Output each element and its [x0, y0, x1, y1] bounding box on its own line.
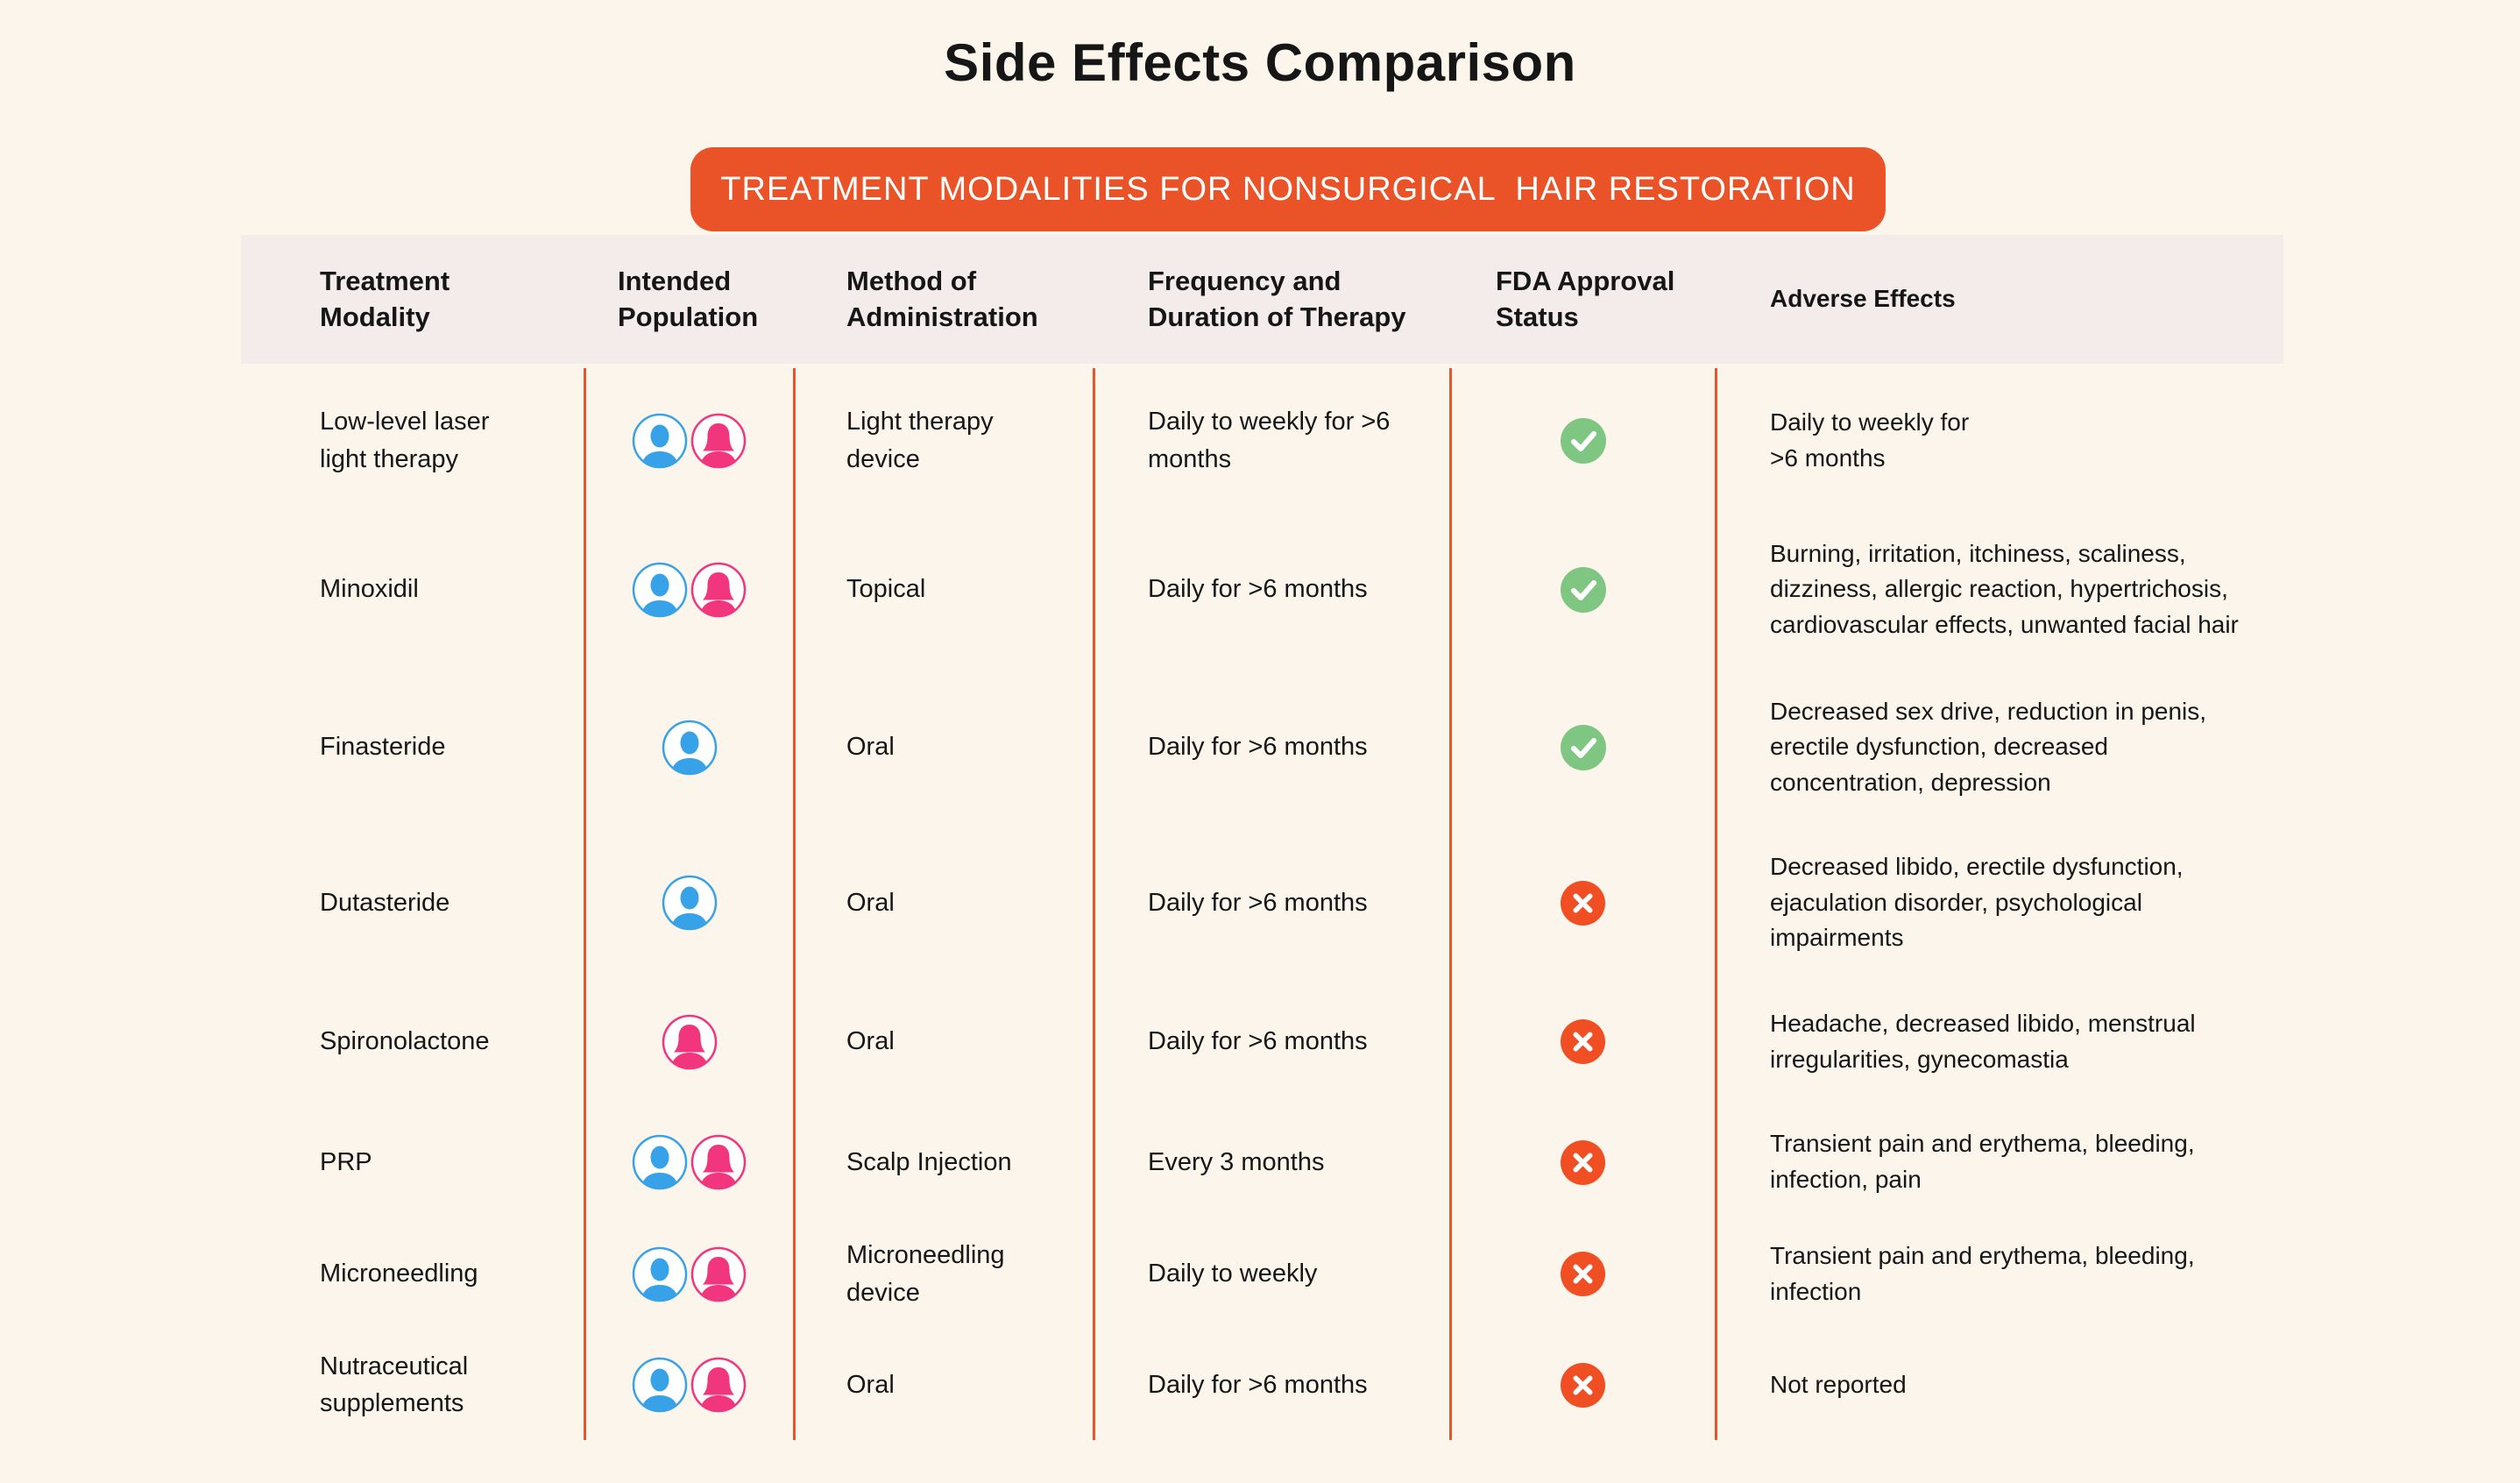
- adverse-effects-text: Daily to weekly for >6 months: [1770, 408, 1970, 472]
- column-divider: [584, 368, 586, 1440]
- population-cell: [584, 828, 794, 977]
- header-cell-population: Intended Population: [618, 266, 759, 332]
- table-body: Low-level laser light therapy Light thera…: [241, 368, 2283, 1440]
- female-icon: [690, 1246, 747, 1302]
- fda-approved-icon: [1560, 724, 1606, 770]
- treatment-name: Dutasteride: [320, 888, 450, 917]
- treatment-name: Minoxidil: [320, 575, 419, 604]
- population-cell: [584, 1106, 794, 1218]
- female-icon: [690, 562, 747, 617]
- page-title: Side Effects Comparison: [944, 33, 1576, 92]
- method-text: Microneedling device: [846, 1241, 1005, 1307]
- female-icon: [690, 1357, 747, 1413]
- population-icons: [632, 562, 747, 618]
- fda-status: [1450, 977, 1716, 1106]
- header-cell-frequency: Frequency and Duration of Therapy: [1148, 266, 1406, 332]
- fda-status: [1450, 666, 1716, 828]
- population-cell: [584, 368, 794, 513]
- fda-approved-icon: [1560, 417, 1606, 464]
- method-text: Scalp Injection: [846, 1147, 1012, 1176]
- male-icon: [632, 1246, 688, 1302]
- treatment-name: Low-level laser light therapy: [320, 408, 490, 473]
- section-banner-label: TREATMENT MODALITIES FOR NONSURGICAL HAI…: [720, 170, 1856, 208]
- method-text: Light therapy device: [846, 408, 994, 473]
- male-icon: [632, 1134, 688, 1190]
- fda-status: [1450, 513, 1716, 666]
- method-text: Oral: [846, 888, 895, 917]
- fda-not-approved-icon: [1561, 880, 1605, 926]
- column-divider: [1093, 368, 1095, 1440]
- female-icon: [662, 1014, 717, 1069]
- male-icon: [632, 1357, 688, 1413]
- header-cell-modality: Treatment Modality: [320, 266, 450, 332]
- female-icon: [690, 1134, 747, 1190]
- male-icon: [662, 720, 717, 775]
- population-icons: [662, 875, 718, 931]
- adverse-effects-text: Headache, decreased libido, menstrual ir…: [1770, 1009, 2196, 1073]
- population-cell: [584, 513, 794, 666]
- method-text: Oral: [846, 733, 895, 762]
- population-cell: [584, 977, 794, 1106]
- frequency-text: Every 3 months: [1148, 1147, 1325, 1176]
- male-icon: [632, 562, 688, 617]
- column-divider: [793, 368, 796, 1440]
- population-icons: [662, 720, 718, 776]
- male-icon: [662, 875, 717, 931]
- frequency-text: Daily for >6 months: [1148, 1027, 1368, 1056]
- fda-status: [1450, 828, 1716, 977]
- population-icons: [632, 1134, 747, 1190]
- population-cell: [584, 1218, 794, 1330]
- fda-status: [1450, 1330, 1716, 1440]
- population-icons: [632, 413, 747, 469]
- male-icon: [632, 413, 688, 468]
- adverse-effects-text: Decreased libido, erectile dysfunction, …: [1770, 853, 2184, 952]
- method-text: Oral: [846, 1027, 895, 1056]
- fda-not-approved-icon: [1561, 1362, 1605, 1408]
- treatment-name: Spironolactone: [320, 1027, 490, 1056]
- adverse-effects-text: Decreased sex drive, reduction in penis,…: [1770, 697, 2207, 796]
- section-banner: TREATMENT MODALITIES FOR NONSURGICAL HAI…: [690, 147, 1886, 231]
- frequency-text: Daily for >6 months: [1148, 733, 1368, 762]
- method-text: Topical: [846, 575, 926, 604]
- population-icons: [632, 1357, 747, 1413]
- population-icons: [632, 1246, 747, 1302]
- population-cell: [584, 1330, 794, 1440]
- frequency-text: Daily for >6 months: [1148, 575, 1368, 604]
- fda-not-approved-icon: [1561, 1139, 1605, 1185]
- population-cell: [584, 666, 794, 828]
- adverse-effects-text: Not reported: [1770, 1370, 1907, 1398]
- header-cell-adverse: Adverse Effects: [1770, 285, 1956, 313]
- column-divider: [1715, 368, 1717, 1440]
- treatment-name: Microneedling: [320, 1259, 478, 1288]
- fda-status: [1450, 1106, 1716, 1218]
- treatment-name: Finasteride: [320, 733, 446, 762]
- frequency-text: Daily for >6 months: [1148, 888, 1368, 917]
- adverse-effects-text: Burning, irritation, itchiness, scalines…: [1770, 539, 2239, 638]
- fda-not-approved-icon: [1561, 1252, 1605, 1296]
- fda-not-approved-icon: [1561, 1019, 1605, 1064]
- method-text: Oral: [846, 1370, 895, 1399]
- frequency-text: Daily to weekly: [1148, 1259, 1318, 1288]
- table-header-row: Treatment Modality Intended Population Met…: [241, 235, 2283, 364]
- population-icons: [662, 1014, 718, 1070]
- fda-approved-icon: [1560, 566, 1606, 613]
- frequency-text: Daily to weekly for >6 months: [1148, 408, 1391, 473]
- header-cell-fda: FDA Approval Status: [1496, 266, 1675, 332]
- adverse-effects-text: Transient pain and erythema, bleeding, i…: [1770, 1130, 2195, 1193]
- adverse-effects-text: Transient pain and erythema, bleeding, i…: [1770, 1241, 2195, 1305]
- header-cell-method: Method of Administration: [846, 266, 1038, 332]
- column-divider: [1449, 368, 1452, 1440]
- female-icon: [690, 413, 747, 468]
- fda-status: [1450, 1218, 1716, 1330]
- treatment-name: Nutraceutical supplements: [320, 1352, 469, 1417]
- fda-status: [1450, 368, 1716, 513]
- treatment-name: PRP: [320, 1147, 372, 1176]
- frequency-text: Daily for >6 months: [1148, 1370, 1368, 1399]
